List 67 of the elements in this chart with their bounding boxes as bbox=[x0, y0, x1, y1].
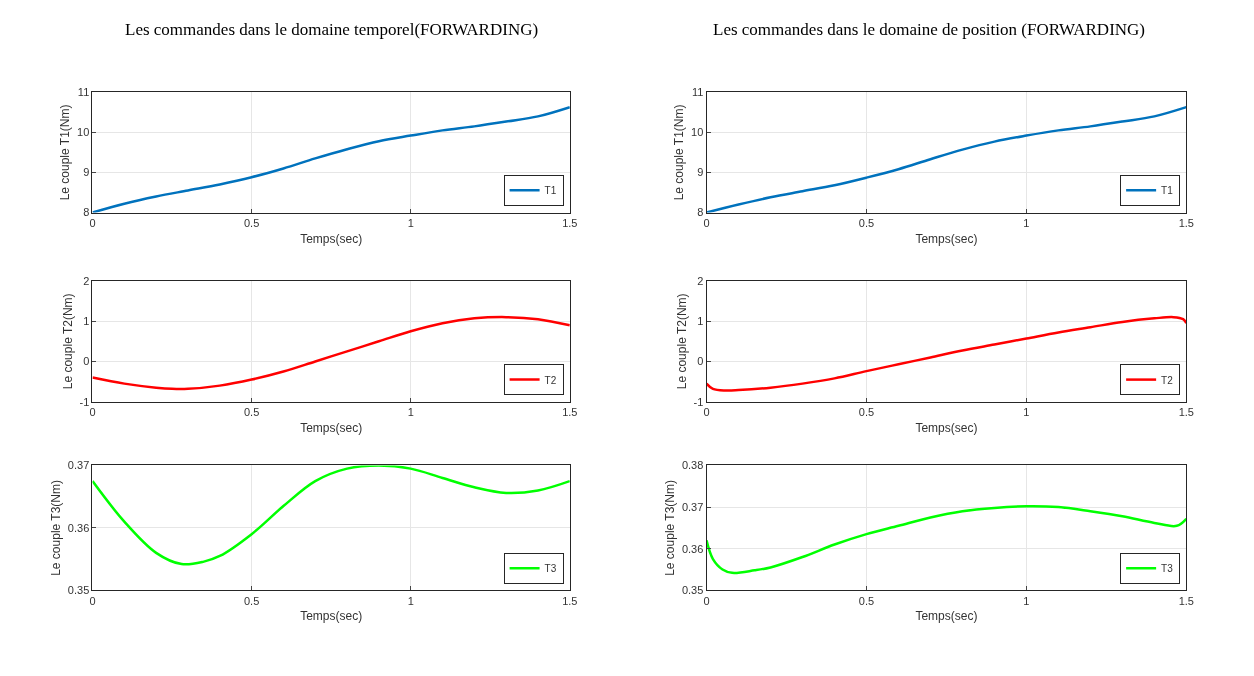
y-tick-label: 10 bbox=[691, 126, 704, 139]
y-axis-title: Le couple T1(Nm) bbox=[672, 104, 687, 201]
legend-label: T1 bbox=[1161, 185, 1174, 197]
legend-label: T2 bbox=[544, 374, 557, 386]
y-tick-label: 0.37 bbox=[67, 459, 90, 472]
y-tick-label: 0 bbox=[697, 355, 704, 368]
x-tick-label: 1.5 bbox=[1178, 405, 1194, 418]
line-series bbox=[92, 465, 570, 566]
line-series bbox=[92, 315, 570, 391]
x-tick-label: 1 bbox=[407, 216, 414, 229]
y-tick-label: 0.36 bbox=[681, 542, 704, 555]
y-tick-label: 0.37 bbox=[681, 500, 704, 513]
legend-label: T3 bbox=[1161, 563, 1174, 575]
y-tick-label: 9 bbox=[697, 166, 704, 179]
y-tick-label: 0.38 bbox=[681, 459, 704, 472]
legend-label: T3 bbox=[544, 563, 557, 575]
y-axis-title: Le couple T3(Nm) bbox=[49, 479, 64, 576]
y-tick-label: 2 bbox=[83, 274, 90, 287]
y-tick-label: -1 bbox=[79, 395, 90, 408]
x-tick-label: 0.5 bbox=[243, 594, 260, 607]
x-tick-label: 0.5 bbox=[858, 405, 875, 418]
y-axis-title: Le couple T2(Nm) bbox=[674, 293, 689, 390]
y-axis-title: Le couple T2(Nm) bbox=[60, 293, 75, 390]
chart-title: Les commandes dans le domaine de position (FORWARDING) bbox=[713, 20, 1146, 39]
y-tick-label: 8 bbox=[83, 206, 90, 219]
y-tick-label: 11 bbox=[691, 86, 704, 99]
x-axis-title: Temps(sec) bbox=[915, 231, 978, 246]
line-series bbox=[92, 105, 570, 213]
y-tick-label: 0.36 bbox=[67, 521, 90, 534]
x-tick-label: 0.5 bbox=[858, 216, 875, 229]
y-tick-label: 8 bbox=[697, 206, 704, 219]
y-axis-title: Le couple T3(Nm) bbox=[663, 479, 678, 576]
x-axis-title: Temps(sec) bbox=[300, 420, 363, 435]
y-axis-title: Le couple T1(Nm) bbox=[58, 104, 73, 201]
y-tick-label: 0 bbox=[83, 355, 90, 368]
x-tick-label: 0.5 bbox=[858, 594, 875, 607]
x-tick-label: 1 bbox=[407, 405, 414, 418]
x-axis-title: Temps(sec) bbox=[915, 609, 978, 624]
y-tick-label: 2 bbox=[697, 274, 704, 287]
x-tick-label: 1 bbox=[407, 594, 414, 607]
y-tick-label: 10 bbox=[77, 126, 90, 139]
line-series bbox=[706, 504, 1187, 575]
y-tick-label: -1 bbox=[693, 395, 704, 408]
line-series bbox=[706, 315, 1187, 392]
y-tick-label: 1 bbox=[697, 315, 704, 328]
x-tick-label: 1.5 bbox=[1178, 594, 1194, 607]
x-tick-label: 1 bbox=[1023, 594, 1030, 607]
line-series bbox=[706, 105, 1187, 213]
y-tick-label: 9 bbox=[83, 166, 90, 179]
y-tick-label: 0.35 bbox=[681, 584, 704, 597]
x-tick-label: 1.5 bbox=[562, 216, 578, 229]
y-tick-label: 1 bbox=[83, 315, 90, 328]
x-tick-label: 1.5 bbox=[1178, 216, 1194, 229]
legend-label: T2 bbox=[1161, 374, 1174, 386]
x-tick-label: 0.5 bbox=[243, 216, 260, 229]
x-tick-label: 1 bbox=[1023, 405, 1030, 418]
x-tick-label: 1.5 bbox=[562, 405, 578, 418]
legend-label: T1 bbox=[544, 185, 557, 197]
chart-title: Les commandes dans le domaine temporel(FORWARDING) bbox=[125, 20, 539, 39]
x-tick-label: 1.5 bbox=[562, 594, 578, 607]
y-tick-label: 11 bbox=[77, 86, 90, 99]
x-axis-title: Temps(sec) bbox=[300, 231, 363, 246]
x-tick-label: 1 bbox=[1023, 216, 1030, 229]
x-axis-title: Temps(sec) bbox=[915, 420, 978, 435]
x-axis-title: Temps(sec) bbox=[300, 609, 363, 624]
y-tick-label: 0.35 bbox=[67, 584, 90, 597]
x-tick-label: 0.5 bbox=[243, 405, 260, 418]
